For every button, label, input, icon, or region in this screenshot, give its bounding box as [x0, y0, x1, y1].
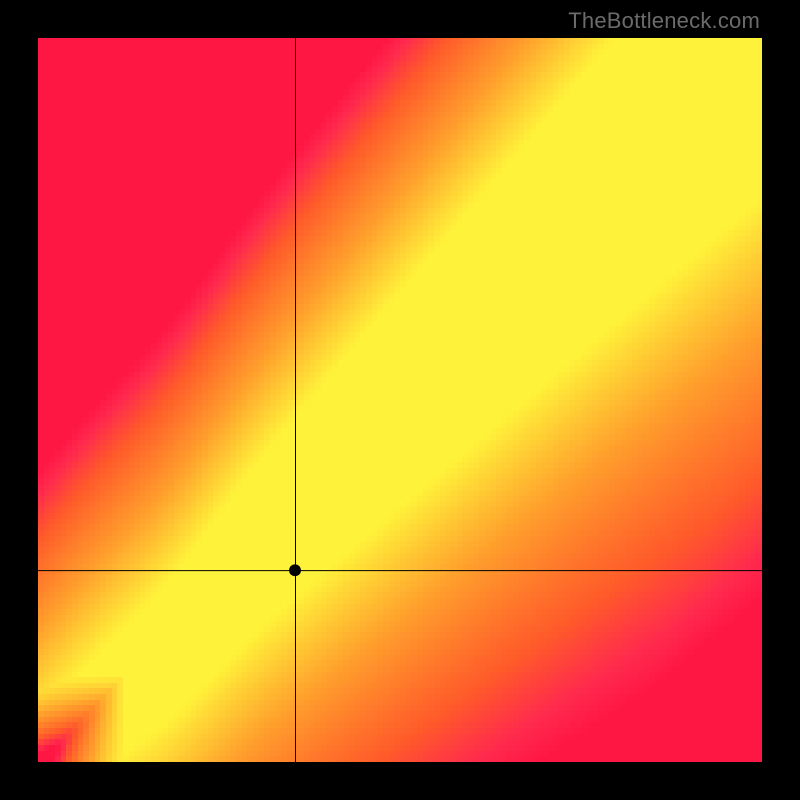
chart-frame: TheBottleneck.com	[0, 0, 800, 800]
heatmap-plot	[38, 38, 762, 762]
watermark-text: TheBottleneck.com	[568, 8, 760, 34]
heatmap-canvas	[38, 38, 762, 762]
